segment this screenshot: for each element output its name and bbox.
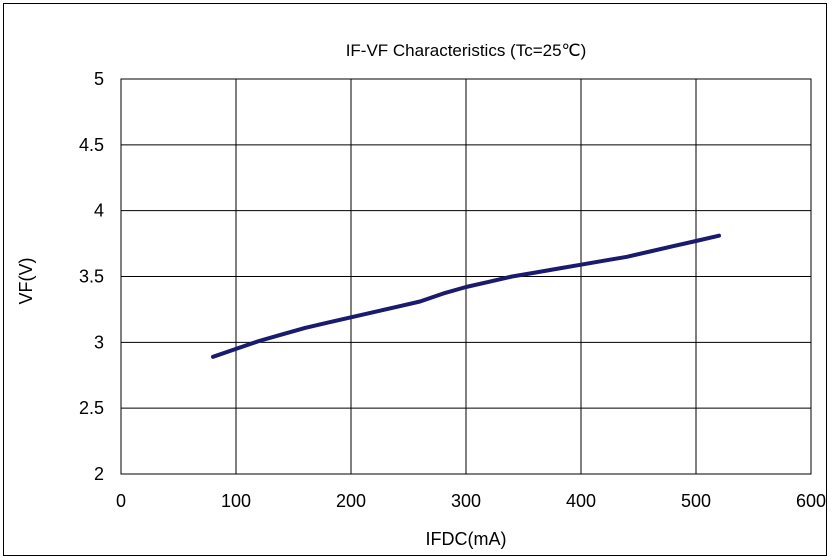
y-tick-label: 4.5 — [79, 135, 104, 155]
x-tick-label: 100 — [221, 491, 251, 511]
x-axis-tick-labels: 0 100 200 300 400 500 600 — [116, 491, 826, 511]
plot-area — [120, 78, 812, 475]
grid — [121, 79, 811, 474]
x-tick-label: 600 — [796, 491, 826, 511]
series-layer — [211, 233, 721, 359]
series-line — [211, 233, 721, 359]
y-tick-label: 3 — [94, 332, 104, 352]
y-tick-label: 2.5 — [79, 398, 104, 418]
x-axis-title: IFDC(mA) — [426, 529, 507, 549]
x-tick-label: 300 — [451, 491, 481, 511]
chart-frame — [3, 3, 827, 556]
y-tick-label: 2 — [94, 464, 104, 484]
x-tick-label: 200 — [336, 491, 366, 511]
y-axis-tick-labels: 2 2.5 3 3.5 4 4.5 5 — [79, 69, 104, 484]
x-tick-label: 0 — [116, 491, 126, 511]
y-tick-label: 4 — [94, 201, 104, 221]
y-axis-title: VF(V) — [16, 258, 36, 305]
x-tick-label: 400 — [566, 491, 596, 511]
chart-title: IF-VF Characteristics (Tc=25℃) — [346, 41, 587, 60]
y-tick-label: 3.5 — [79, 267, 104, 287]
x-tick-label: 500 — [681, 491, 711, 511]
y-tick-label: 5 — [94, 69, 104, 89]
